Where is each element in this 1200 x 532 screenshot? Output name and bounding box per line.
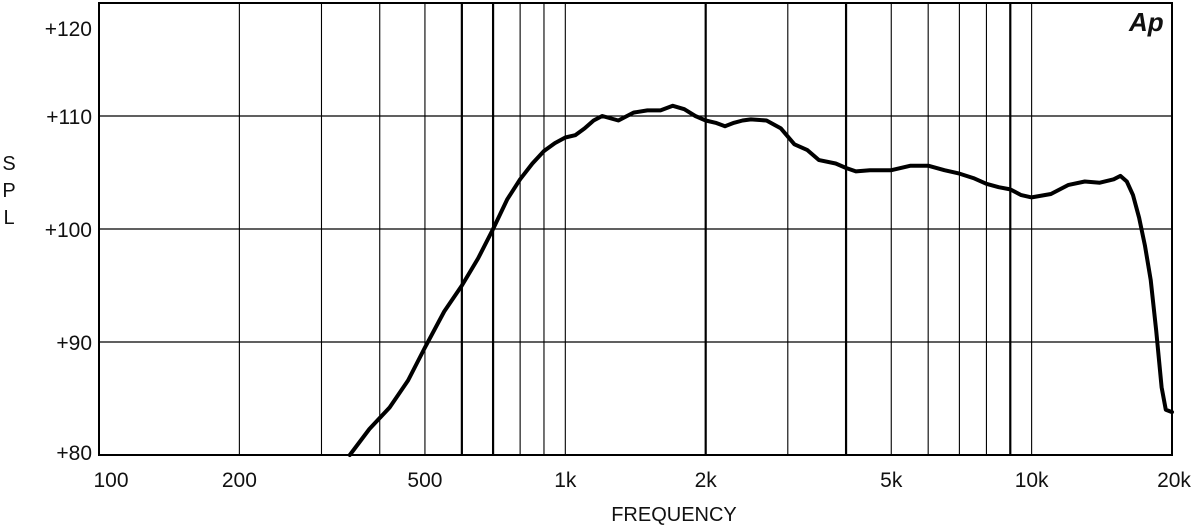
- y-tick-label: +100: [45, 219, 92, 242]
- x-tick-label: 200: [222, 469, 257, 492]
- y-axis-title-letter: S: [2, 153, 15, 175]
- y-tick-label: +110: [46, 106, 92, 129]
- x-tick-label: 1k: [554, 469, 577, 492]
- y-tick-labels: +80 +90 +100 +110 +120: [45, 18, 92, 465]
- y-axis-title: SPL: [2, 153, 15, 229]
- x-tick-labels: 100 200 500 1k 2k 5k 10k 20k: [93, 469, 1191, 492]
- y-axis-title-letter: L: [3, 207, 14, 229]
- y-tick-label: +120: [45, 18, 92, 41]
- x-tick-label: 100: [93, 469, 128, 492]
- x-tick-label: 5k: [880, 469, 903, 492]
- x-axis-title: FREQUENCY: [611, 504, 737, 526]
- response-curve-layer: [347, 103, 1174, 457]
- ap-logo: Ap: [1128, 7, 1164, 37]
- y-tick-label: +80: [56, 442, 92, 465]
- x-tick-label: 10k: [1015, 469, 1049, 492]
- y-tick-label: +90: [56, 332, 92, 355]
- y-axis-title-letter: P: [2, 180, 15, 202]
- x-tick-label: 500: [407, 469, 442, 492]
- x-tick-label: 20k: [1157, 469, 1191, 492]
- spl-response-curve: [347, 103, 1174, 457]
- plot-frame: [98, 2, 1173, 456]
- x-tick-label: 2k: [695, 469, 718, 492]
- grid-lines: [99, 3, 1172, 455]
